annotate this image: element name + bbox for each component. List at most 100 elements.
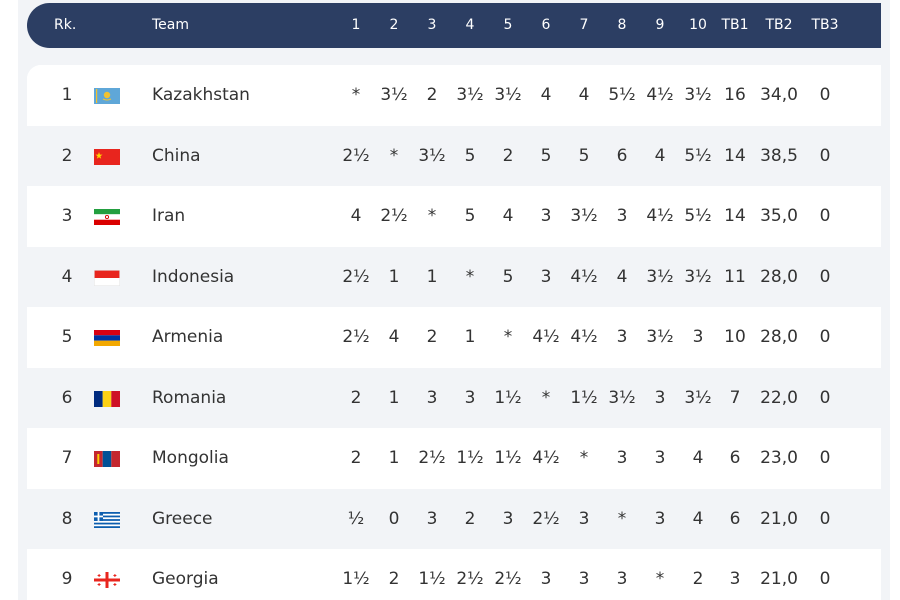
score-cell: * [541,387,551,408]
score-cell: 3½ [418,145,446,166]
tb3-cell: 0 [819,327,831,347]
table-row[interactable]: 8 Greece ½ 0 3 2 3 2½ 3 * 3 4 6 21,0 0 [27,488,881,550]
score-cell: 3½ [380,85,408,105]
tb2-cell: 28,0 [760,327,798,347]
score-cell: 4 [578,85,590,105]
table-row[interactable]: 2 China 2½ * 3½ 5 2 5 5 6 4 5½ 14 38,5 0 [27,125,881,187]
header-col-5: 5 [503,17,513,33]
table-row[interactable]: 5 Armenia 2½ 4 2 1 * 4½ 4½ 3 3½ 3 10 28,0 0 [27,307,881,368]
score-cell: 3 [426,387,438,408]
score-cell: 3 [616,327,628,347]
score-cell: 1½ [494,448,522,468]
score-cell: 2½ [342,145,370,166]
score-cell: 3 [654,508,666,529]
tb1-cell: 3 [729,569,741,589]
score-cell: 3½ [646,327,674,347]
tb1-cell: 6 [729,508,741,529]
team-name: Iran [152,206,186,226]
table-row[interactable]: 1 Kazakhstan * 3½ 2 3½ 3½ 4 4 5½ 4½ 3½ 16 34,0 0 [27,65,881,126]
team-name: Armenia [152,327,224,347]
score-cell: 3½ [646,266,674,287]
header-col-10: 10 [689,17,707,33]
score-cell: * [579,448,589,468]
score-cell: 4½ [646,206,674,226]
tb3-cell: 0 [819,508,831,529]
score-cell: 4½ [532,448,560,468]
score-cell: 5½ [608,85,636,105]
team-name: Mongolia [152,448,229,468]
china-flag-icon [94,148,120,165]
header-col-9: 9 [655,17,665,33]
score-cell: 1½ [494,387,522,408]
tb1-cell: 14 [724,206,746,226]
mongolia-flag-icon [94,451,120,467]
score-cell: 5 [464,206,476,226]
tb2-cell: 21,0 [760,569,798,589]
score-cell: 3 [540,266,552,287]
table-row[interactable]: 4 Indonesia 2½ 1 1 * 5 3 4½ 4 3½ 3½ 11 28,0 0 [27,246,881,308]
header-col-3: 3 [427,17,437,33]
score-cell: 3 [616,448,628,468]
score-cell: 3 [502,508,514,529]
team-name: China [152,145,201,166]
score-cell: * [465,266,475,287]
score-cell: 5 [540,145,552,166]
rank-cell: 2 [61,145,73,166]
score-cell: 5 [578,145,590,166]
score-cell: ½ [347,508,365,529]
table-row[interactable]: 6 Romania 2 1 3 3 1½ * 1½ 3½ 3 3½ 7 22,0 0 [27,367,881,429]
score-cell: * [617,508,627,529]
score-cell: 3½ [570,206,598,226]
score-cell: 3 [616,569,628,589]
score-cell: 4 [350,206,362,226]
score-cell: 2½ [342,266,370,287]
score-cell: 5½ [684,206,712,226]
rank-cell: 1 [61,85,73,105]
score-cell: 5 [502,266,514,287]
score-cell: 3 [616,206,628,226]
score-cell: 3½ [684,266,712,287]
table-row[interactable]: 9 Georgia 1½ 2 1½ 2½ 2½ 3 3 3 * 2 3 21,0 0 [27,549,881,600]
team-name: Kazakhstan [152,85,250,105]
tb1-cell: 10 [724,327,746,347]
score-cell: 6 [616,145,628,166]
score-cell: 3 [464,387,476,408]
score-cell: 3 [578,508,590,529]
score-cell: 3 [654,387,666,408]
greece-flag-icon [94,511,120,528]
score-cell: 4 [692,448,704,468]
tb1-cell: 6 [729,448,741,468]
rank-cell: 9 [61,569,73,589]
score-cell: 3 [692,327,704,347]
score-cell: 4 [388,327,400,347]
score-cell: 2 [464,508,476,529]
rank-cell: 7 [61,448,73,468]
header-rank: Rk. [54,17,77,33]
header-col-8: 8 [617,17,627,33]
score-cell: 2 [350,387,362,408]
score-cell: 2 [502,145,514,166]
tb1-cell: 16 [724,85,746,105]
score-cell: 5 [464,145,476,166]
score-cell: 2 [426,85,438,105]
score-cell: * [655,569,665,589]
score-cell: 2 [388,569,400,589]
score-cell: 2½ [532,508,560,529]
tb2-cell: 21,0 [760,508,798,529]
tb3-cell: 0 [819,85,831,105]
score-cell: 1 [426,266,438,287]
score-cell: 3½ [684,387,712,408]
score-cell: 3 [540,206,552,226]
score-cell: 1½ [570,387,598,408]
score-cell: 1½ [456,448,484,468]
header-col-6: 6 [541,17,551,33]
score-cell: 4½ [532,327,560,347]
table-row[interactable]: 3 Iran 4 2½ * 5 4 3 3½ 3 4½ 5½ 14 35,0 0 [27,186,881,247]
score-cell: 2½ [342,327,370,347]
score-cell: 3½ [684,85,712,105]
table-row[interactable]: 7 Mongolia 2 1 2½ 1½ 1½ 4½ * 3 3 4 6 23,0 0 [27,428,881,489]
header-col-7: 7 [579,17,589,33]
tb3-cell: 0 [819,266,831,287]
tb2-cell: 22,0 [760,387,798,408]
team-name: Romania [152,387,227,408]
